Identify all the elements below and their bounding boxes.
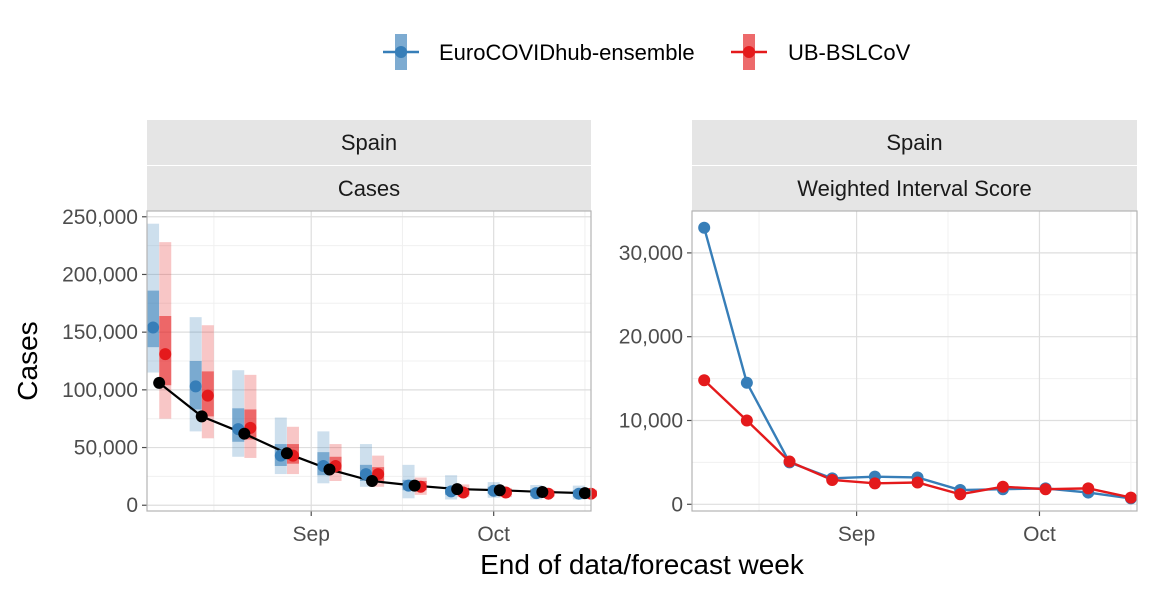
legend: EuroCOVIDhub-ensemble UB-BSLCoV <box>383 34 911 70</box>
observed-point <box>323 463 336 476</box>
y-tick-label: 150,000 <box>62 321 138 344</box>
facet-strip-label-metric: Weighted Interval Score <box>797 176 1031 201</box>
observed-point <box>493 484 506 497</box>
panel-weighted-interval-score: Spain Weighted Interval Score 0 10,000 20,00… <box>619 120 1138 546</box>
observed-point <box>195 410 208 423</box>
score-point-ub-bslcov <box>783 455 796 468</box>
observed-point <box>366 475 379 487</box>
x-axis-title: End of data/forecast week <box>480 549 805 580</box>
facet-strip-label-region: Spain <box>341 130 397 155</box>
inner-interval-bar-ensemble <box>147 290 160 348</box>
score-point-ub-bslcov <box>911 476 924 489</box>
legend-key-ub-bslcov <box>731 34 767 70</box>
panel-cases: Spain Cases 0 50,000 100,000 150,000 200,000 25… <box>62 120 597 546</box>
observed-point <box>578 487 591 500</box>
y-tick-label: 200,000 <box>62 263 138 286</box>
y-tick-label: 0 <box>671 493 683 516</box>
score-point-ub-bslcov <box>698 374 711 387</box>
median-point-ensemble <box>189 380 202 393</box>
score-point-ensemble <box>698 221 711 234</box>
legend-label-ensemble: EuroCOVIDhub-ensemble <box>439 40 695 65</box>
legend-label-ub-bslcov: UB-BSLCoV <box>788 40 911 65</box>
observed-point <box>238 427 251 440</box>
x-tick-label: Sep <box>293 523 330 546</box>
score-point-ub-bslcov <box>996 480 1009 493</box>
facet-strip-bg <box>147 166 591 211</box>
median-point-ub-bslcov <box>201 389 214 402</box>
score-point-ub-bslcov <box>868 477 881 490</box>
median-point-ensemble <box>147 321 160 334</box>
observed-point <box>153 376 166 389</box>
score-point-ub-bslcov <box>740 414 753 427</box>
panel-border <box>146 210 592 512</box>
y-tick-label: 0 <box>126 494 138 517</box>
panel-border <box>691 210 1138 512</box>
score-point-ub-bslcov <box>1082 482 1095 495</box>
facet-strip-bg <box>147 120 591 165</box>
y-tick-label: 20,000 <box>619 326 683 349</box>
observed-point <box>280 447 293 460</box>
score-point-ub-bslcov <box>954 488 967 501</box>
y-tick-label: 50,000 <box>74 437 138 460</box>
median-point-ub-bslcov <box>159 348 172 361</box>
facet-strip-label-metric: Cases <box>338 176 400 201</box>
y-tick-label: 250,000 <box>62 206 138 229</box>
score-point-ensemble <box>740 376 753 389</box>
x-tick-label: Oct <box>477 523 510 546</box>
score-line-ensemble <box>703 227 1132 500</box>
x-tick-label: Sep <box>838 523 875 546</box>
x-tick-label: Oct <box>1023 523 1056 546</box>
facet-strip-label-region: Spain <box>886 130 942 155</box>
y-tick-label: 100,000 <box>62 379 138 402</box>
y-tick-label: 10,000 <box>619 409 683 432</box>
observed-point <box>536 485 549 498</box>
facet-strip-bg <box>692 166 1137 211</box>
legend-key-ub-bslcov-point <box>743 46 755 58</box>
observed-point <box>408 479 421 492</box>
y-axis-title-cases: Cases <box>12 321 43 400</box>
score-point-ub-bslcov <box>826 473 839 486</box>
score-point-ub-bslcov <box>1039 483 1052 496</box>
y-tick-label: 30,000 <box>619 242 683 265</box>
score-point-ub-bslcov <box>1124 491 1137 504</box>
observed-point <box>451 483 464 496</box>
legend-key-ensemble-point <box>395 46 407 58</box>
facet-strip-bg <box>692 120 1137 165</box>
legend-key-ensemble <box>383 34 419 70</box>
